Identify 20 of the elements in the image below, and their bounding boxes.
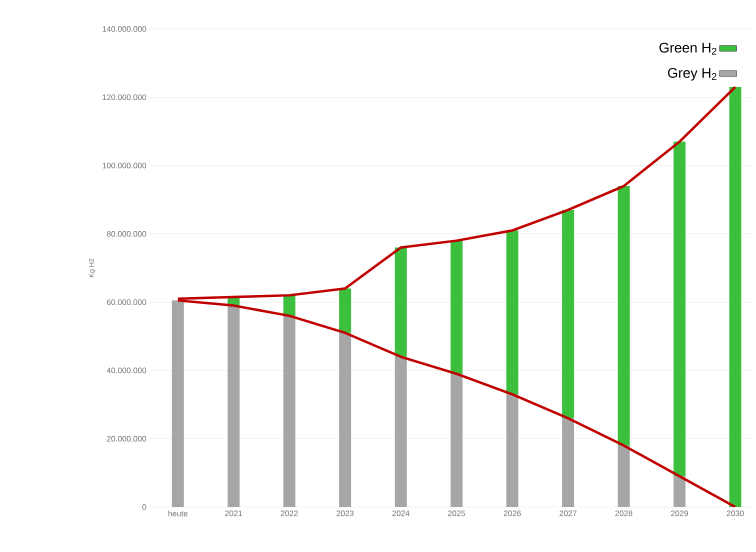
legend-label: Grey H$_{2}$ xyxy=(668,68,716,81)
legend-label: Green H$_{2}$ xyxy=(659,42,716,55)
bar xyxy=(394,248,407,357)
bar xyxy=(339,332,352,507)
bar xyxy=(450,374,463,507)
bar xyxy=(729,87,742,507)
bar xyxy=(506,394,518,507)
bar xyxy=(172,300,184,507)
bar xyxy=(618,446,630,507)
bar xyxy=(339,288,352,333)
bar xyxy=(562,210,574,418)
bar xyxy=(562,418,574,507)
bar xyxy=(283,316,296,507)
bar xyxy=(618,186,630,446)
bar xyxy=(506,230,518,394)
bar xyxy=(674,476,686,507)
bar xyxy=(450,240,463,374)
bar xyxy=(674,142,686,476)
bar xyxy=(228,306,240,507)
bar xyxy=(394,356,407,507)
